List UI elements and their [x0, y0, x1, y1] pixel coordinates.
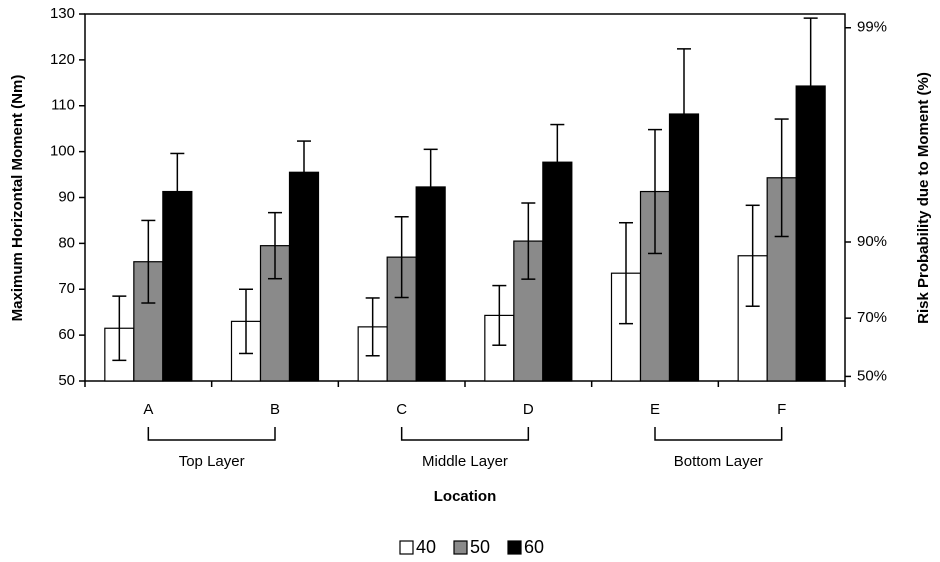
y-tick-label: 80: [58, 234, 75, 251]
bar: [288, 171, 320, 382]
x-axis-title: Location: [434, 488, 497, 505]
group-bracket: [147, 427, 276, 441]
y-tick-label: 130: [50, 5, 75, 22]
group-label: Bottom Layer: [674, 453, 763, 470]
error-bar: [170, 152, 185, 231]
error-bar: [239, 288, 253, 355]
x-tick-label: E: [650, 401, 660, 418]
y2-tick-label: 70%: [857, 309, 887, 326]
error-bar: [648, 128, 662, 255]
y-tick-label: 60: [58, 326, 75, 343]
y-tick-label: 100: [50, 143, 75, 160]
y2-tick-label: 50%: [857, 367, 887, 384]
y-tick-label: 110: [51, 97, 75, 114]
legend-swatch: [399, 540, 414, 555]
legend-label: 40: [416, 537, 436, 557]
x-tick-label: B: [270, 401, 280, 418]
y-tick-label: 70: [58, 280, 75, 297]
error-bar: [365, 297, 380, 357]
y2-axis-title: Risk Probability due to Moment (%): [915, 72, 932, 324]
legend-swatch: [453, 540, 468, 555]
legend-swatch: [507, 540, 522, 555]
group-label: Middle Layer: [422, 453, 508, 470]
error-bar: [550, 123, 565, 201]
error-bar: [141, 219, 156, 304]
group-label: Top Layer: [179, 453, 245, 470]
x-tick-label: C: [396, 401, 407, 418]
group-bracket: [400, 427, 530, 441]
error-bar: [112, 295, 127, 362]
y2-tick-label: 90%: [857, 233, 887, 250]
error-bar: [774, 118, 789, 238]
x-tick-label: F: [777, 401, 786, 418]
error-bar: [423, 148, 438, 226]
error-bar: [745, 204, 760, 307]
bar: [162, 190, 193, 382]
error-bar: [521, 202, 536, 280]
group-bracket: [654, 427, 783, 441]
legend-label: 60: [524, 537, 544, 557]
error-bar: [677, 48, 691, 180]
y2-tick-label: 99%: [857, 19, 887, 36]
y-tick-label: 120: [50, 51, 75, 68]
error-bar: [803, 17, 818, 155]
x-tick-label: A: [143, 401, 153, 418]
error-bar: [394, 216, 409, 299]
y-tick-label: 90: [58, 188, 75, 205]
y-tick-label: 50: [58, 372, 75, 389]
plot-frame: [84, 13, 846, 382]
x-tick-label: D: [523, 401, 534, 418]
error-bar: [268, 211, 282, 280]
error-bar: [297, 140, 311, 205]
error-bar: [492, 284, 507, 346]
error-bar: [619, 221, 633, 325]
legend-label: 50: [470, 537, 490, 557]
y-axis-title: Maximum Horizontal Moment (Nm): [9, 75, 26, 322]
